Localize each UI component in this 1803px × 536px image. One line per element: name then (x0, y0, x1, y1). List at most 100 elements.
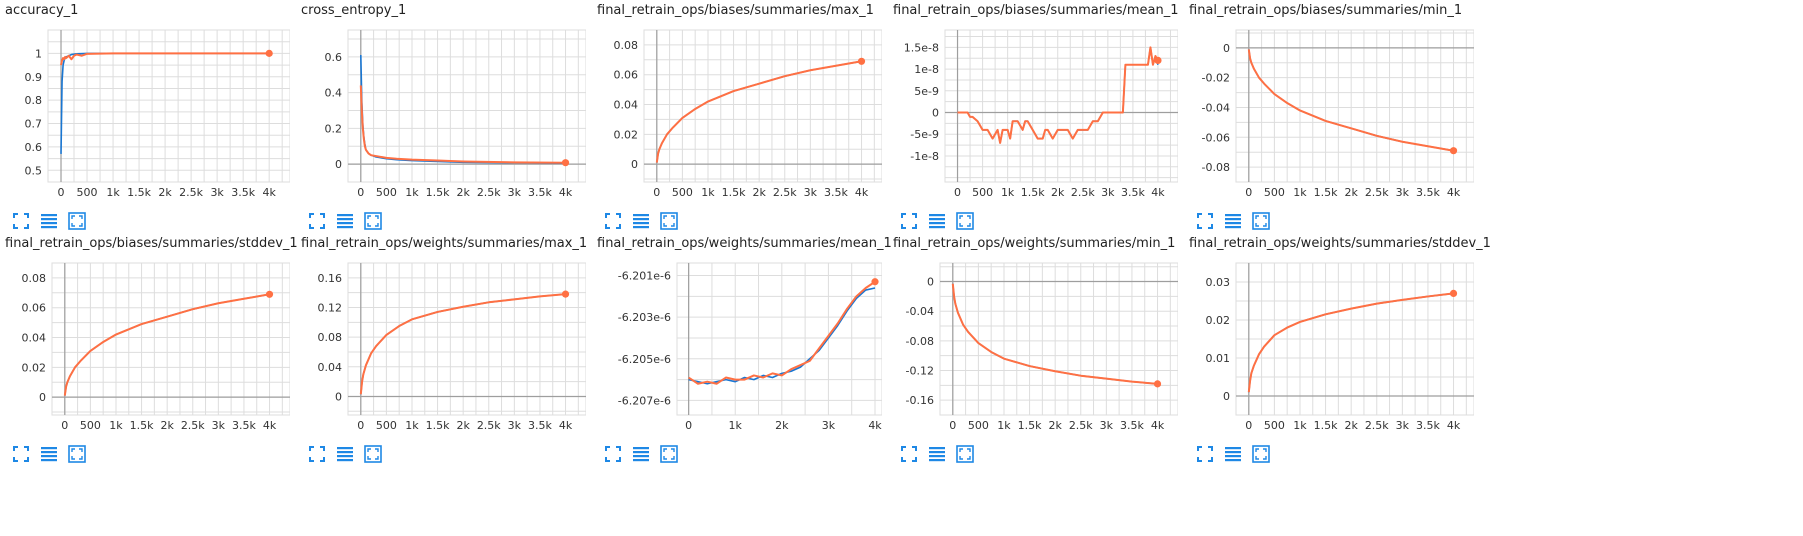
last-point-marker[interactable] (265, 49, 273, 57)
last-point-marker[interactable] (561, 290, 570, 298)
chart-title: cross_entropy_1 (301, 3, 407, 18)
x-tick-label: 4k (1151, 186, 1165, 199)
x-tick-label: 0 (1245, 419, 1252, 432)
line-chart[interactable]: 0 500 1k 1.5k 2k 2.5k 3k 3.5k 4k 0 0.02 0.04 0.06 0.0… (592, 20, 882, 205)
line-chart[interactable]: 0 500 1k 1.5k 2k 2.5k 3k 3.5k 4k 0 -0.04 -0.08 -0.12… (888, 253, 1178, 438)
x-tick-label: 1k (109, 419, 123, 432)
x-tick-label: 1k (1293, 186, 1307, 199)
fit-domain-icon[interactable] (900, 212, 918, 230)
expand-icon[interactable] (660, 445, 678, 463)
last-point-marker[interactable] (1449, 289, 1458, 297)
y-tick-label: 0.04 (318, 361, 343, 374)
x-tick-label: 2k (775, 419, 789, 432)
chart-title: final_retrain_ops/biases/summaries/min_1 (1189, 3, 1463, 18)
fit-domain-icon[interactable] (1196, 212, 1214, 230)
fit-domain-icon[interactable] (308, 212, 326, 230)
last-point-marker[interactable] (561, 159, 570, 167)
line-chart[interactable]: 0 500 1k 1.5k 2k 2.5k 3k 3.5k 4k 0 -0.02 -0.04 -0.06… (1184, 20, 1474, 205)
y-tick-label: 0.08 (318, 331, 343, 344)
y-tick-label: 0.02 (614, 128, 639, 141)
last-point-marker[interactable] (1153, 380, 1162, 388)
x-tick-label: 1k (1001, 186, 1015, 199)
data-table-icon[interactable] (632, 212, 650, 230)
x-tick-label: 500 (376, 186, 397, 199)
last-point-marker[interactable] (871, 278, 879, 286)
x-tick-label: 2k (752, 186, 766, 199)
fit-domain-icon[interactable] (308, 445, 326, 463)
line-chart[interactable]: 0 500 1k 1.5k 2k 2.5k 3k 3.5k 4k 0.5 0.6 0.7 0.8 0.9 1 (0, 20, 290, 205)
chart-title: final_retrain_ops/biases/summaries/max_1 (597, 3, 874, 18)
data-table-icon[interactable] (928, 212, 946, 230)
x-tick-label: 4k (868, 419, 882, 432)
y-tick-label: 0.12 (318, 301, 343, 314)
fit-domain-icon[interactable] (604, 212, 622, 230)
x-tick-label: 3.5k (1121, 186, 1145, 199)
last-point-marker[interactable] (1154, 56, 1162, 64)
data-table-icon[interactable] (1224, 212, 1242, 230)
data-table-icon[interactable] (632, 445, 650, 463)
expand-icon[interactable] (364, 212, 382, 230)
data-table-icon[interactable] (40, 212, 58, 230)
x-tick-label: 1.5k (426, 419, 450, 432)
data-table-icon[interactable] (1224, 445, 1242, 463)
x-tick-label: 0 (357, 186, 364, 199)
last-point-marker[interactable] (265, 290, 274, 298)
data-table-icon[interactable] (336, 445, 354, 463)
x-tick-label: 2.5k (1069, 419, 1093, 432)
x-tick-label: 4k (1447, 419, 1461, 432)
chart-card-10: final_retrain_ops/weights/summaries/stdd… (1184, 233, 1491, 483)
line-chart[interactable]: 0 500 1k 1.5k 2k 2.5k 3k 3.5k 4k 0 0.01 0.02 0.03 (1184, 253, 1474, 438)
line-chart[interactable]: 0 500 1k 1.5k 2k 2.5k 3k 3.5k 4k -1e-8 -5e-9 0 5e-9 1… (888, 20, 1178, 205)
fit-domain-icon[interactable] (12, 445, 30, 463)
x-tick-label: 1k (729, 419, 743, 432)
expand-icon[interactable] (364, 445, 382, 463)
fit-domain-icon[interactable] (604, 445, 622, 463)
x-tick-label: 2.5k (1365, 186, 1389, 199)
fit-domain-icon[interactable] (12, 212, 30, 230)
data-table-icon[interactable] (928, 445, 946, 463)
x-tick-label: 4k (262, 186, 276, 199)
expand-icon[interactable] (1252, 445, 1270, 463)
y-tick-label: 0.5 (25, 164, 43, 177)
y-tick-label: 0.4 (325, 87, 343, 100)
y-tick-label: -6.203e-6 (618, 311, 671, 324)
expand-icon[interactable] (956, 212, 974, 230)
x-tick-label: 1.5k (722, 186, 746, 199)
x-tick-label: 2k (158, 186, 172, 199)
expand-icon[interactable] (956, 445, 974, 463)
expand-icon[interactable] (660, 212, 678, 230)
x-tick-label: 4k (559, 186, 573, 199)
x-tick-label: 2.5k (477, 186, 501, 199)
fit-domain-icon[interactable] (1196, 445, 1214, 463)
series-line-2 (359, 293, 566, 395)
fit-domain-icon[interactable] (900, 445, 918, 463)
x-tick-label: 0 (1245, 186, 1252, 199)
last-point-marker[interactable] (1449, 147, 1458, 155)
x-tick-label: 1.5k (426, 186, 450, 199)
y-tick-label: -5e-9 (910, 128, 939, 141)
line-chart[interactable]: 0 1k 2k 3k 4k -6.201e-6 -6.203e-6 -6.205e-6 -6.2… (592, 253, 882, 438)
y-tick-label: 0.6 (325, 51, 343, 64)
series-line-2 (1247, 292, 1454, 393)
y-tick-label: 0 (927, 276, 934, 289)
chart-card-3: final_retrain_ops/biases/summaries/max_1… (592, 0, 882, 250)
x-tick-label: 0 (357, 419, 364, 432)
expand-icon[interactable] (68, 212, 86, 230)
x-tick-label: 3.5k (824, 186, 848, 199)
line-chart[interactable]: 0 500 1k 1.5k 2k 2.5k 3k 3.5k 4k 0 0.02 0.04 0.06 0.0… (0, 253, 290, 438)
expand-icon[interactable] (68, 445, 86, 463)
y-tick-label: 0.9 (25, 71, 43, 84)
expand-icon[interactable] (1252, 212, 1270, 230)
data-table-icon[interactable] (336, 212, 354, 230)
x-tick-label: 1.5k (1314, 419, 1338, 432)
x-tick-label: 1.5k (1018, 419, 1042, 432)
x-tick-label: 3k (1101, 186, 1115, 199)
line-chart[interactable]: 0 500 1k 1.5k 2k 2.5k 3k 3.5k 4k 0 0.04 0.08 0.12 0.1… (296, 253, 586, 438)
x-tick-label: 3.5k (528, 419, 552, 432)
y-tick-label: 0.2 (325, 122, 343, 135)
last-point-marker[interactable] (857, 57, 866, 65)
line-chart[interactable]: 0 500 1k 1.5k 2k 2.5k 3k 3.5k 4k 0 0.2 0.4 0.6 (296, 20, 586, 205)
data-table-icon[interactable] (40, 445, 58, 463)
x-tick-label: 3.5k (1416, 186, 1440, 199)
series-line-2 (63, 293, 270, 396)
